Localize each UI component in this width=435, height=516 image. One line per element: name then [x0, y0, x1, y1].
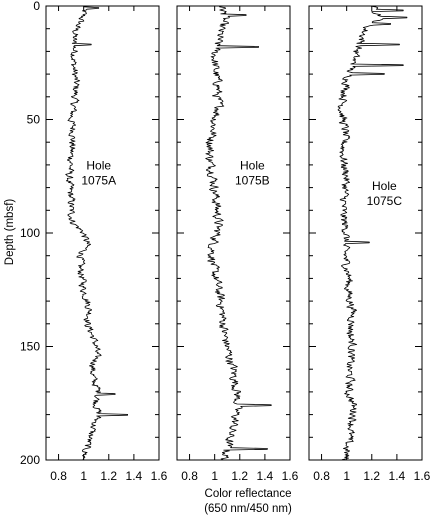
x-tick-label-1.2: 1.2: [363, 469, 380, 483]
y-tick-label-0: 0: [33, 0, 40, 13]
y-tick-label-200: 200: [20, 453, 40, 467]
reflectance-series-1075C: [337, 5, 408, 461]
y-tick-label-150: 150: [20, 340, 40, 354]
x-tick-label-1.4: 1.4: [389, 469, 406, 483]
x-tick-label-1.6: 1.6: [414, 469, 431, 483]
x-tick-label-1.6: 1.6: [151, 469, 168, 483]
panel-frame: [45, 5, 160, 461]
hole-label-line-1: Hole: [372, 179, 397, 193]
x-tick-label-0.8: 0.8: [313, 469, 330, 483]
reflectance-series-1075A: [65, 5, 128, 460]
x-tick-label-1.6: 1.6: [282, 469, 299, 483]
panel-frame: [308, 5, 423, 461]
hole-label-line-2: 1075B: [235, 174, 270, 188]
x-tick-label-1.2: 1.2: [231, 469, 248, 483]
hole-label-line-1: Hole: [240, 159, 265, 173]
reflectance-series-1075B: [205, 5, 272, 461]
hole-label-line-2: 1075A: [81, 174, 116, 188]
x-tick-label-1: 1: [343, 469, 350, 483]
hole-label-line-2: 1075C: [367, 194, 403, 208]
x-tick-label-0.8: 0.8: [181, 469, 198, 483]
panel-frame: [176, 5, 291, 461]
y-axis-title: Depth (mbsf): [4, 199, 16, 266]
x-tick-label-1.4: 1.4: [126, 469, 143, 483]
x-tick-label-1: 1: [211, 469, 218, 483]
depth-axis: 0 50 100 150 200: [20, 0, 40, 467]
x-tick-label-0.8: 0.8: [50, 469, 67, 483]
x-tick-label-1.4: 1.4: [257, 469, 274, 483]
y-tick-label-100: 100: [20, 226, 40, 240]
x-axis-title-line-1: Color reflectance: [205, 488, 292, 500]
x-tick-label-1: 1: [80, 469, 87, 483]
y-tick-label-50: 50: [27, 113, 41, 127]
x-tick-label-1.2: 1.2: [100, 469, 117, 483]
x-axis-title-line-2: (650 nm/450 nm): [204, 503, 292, 515]
hole-label-line-1: Hole: [86, 159, 111, 173]
